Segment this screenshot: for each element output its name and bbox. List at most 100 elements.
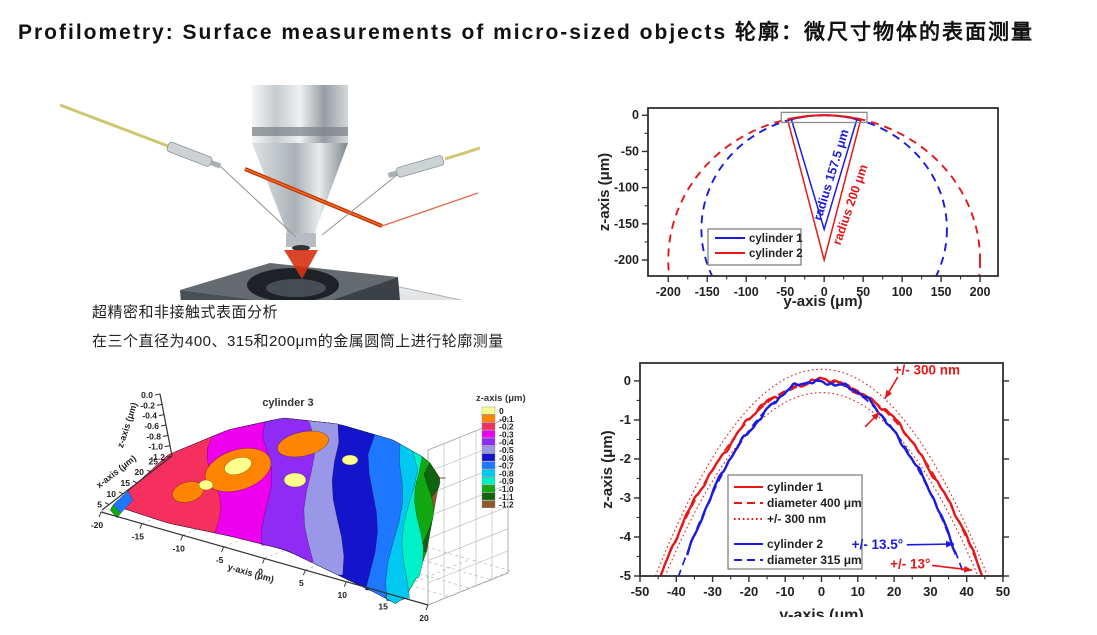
z-tick-label: 0.0 — [141, 390, 153, 400]
colorbar-swatch — [481, 484, 496, 493]
y-tick-label: 0 — [624, 373, 631, 388]
arrow-head — [871, 412, 880, 421]
x-tick-label: 50 — [996, 584, 1010, 599]
y-tick-label: -15 — [132, 532, 145, 542]
wall-grid-line — [427, 528, 509, 561]
wall-grid — [427, 417, 509, 606]
colorbar-label: -0.3 — [499, 429, 514, 439]
profile-chart: -50 -40 -30 -20 -10 0 10 20 30 40 50 0 -1 -2 -3 -4 -5 y-a… — [599, 352, 1080, 624]
y-tick-label: 0 — [258, 567, 263, 577]
x-tick-label: -50 — [776, 285, 794, 299]
contour-band — [112, 436, 222, 534]
y-tick-label: 15 — [378, 601, 388, 611]
y-tick-label: -150 — [614, 217, 639, 231]
chart-title: cylinder 3 — [262, 397, 313, 409]
colorbar-label: -0.5 — [499, 445, 514, 455]
x-tick-label: -40 — [667, 584, 686, 599]
y-tick-label: -50 — [621, 144, 639, 158]
y-tick-label: 20 — [419, 613, 429, 623]
y-tick-label: -20 — [91, 520, 104, 530]
y-tick-label: -100 — [614, 181, 639, 195]
colorbar-label: -0.6 — [499, 453, 514, 463]
laser-beam-thin — [381, 192, 479, 227]
series-cylinder-2 — [686, 378, 957, 556]
laser-beam-core — [244, 168, 383, 227]
probe-tip-right — [321, 174, 398, 236]
y-axis-title: z-axis (μm) — [596, 153, 613, 231]
y-tick — [302, 569, 306, 576]
yellow-spot — [224, 456, 252, 476]
legend-label: diameter 400 μm — [767, 496, 862, 510]
x-tick-label: -200 — [656, 285, 681, 299]
y-tick-label: 0 — [632, 108, 639, 122]
z-tick-label: -0.2 — [140, 400, 155, 410]
intro-text-line-2: 在三个直径为400、315和200μm的金属圆筒上进行轮廓测量 — [92, 333, 504, 350]
colorbar-label: -1.0 — [499, 484, 514, 494]
y-tick — [221, 546, 225, 553]
fit-circle — [700, 114, 948, 276]
y-tick — [384, 593, 388, 599]
z-tick — [162, 434, 169, 437]
colorbar-swatch — [481, 414, 496, 423]
colorbar-label: -1.1 — [499, 492, 514, 502]
fit-circle — [667, 114, 981, 276]
z-tick-label: -0.4 — [142, 411, 157, 421]
colorbar-swatch — [481, 469, 496, 477]
z-tick — [160, 424, 167, 427]
objective-cone — [252, 143, 348, 235]
plot-area — [667, 114, 981, 276]
z-tick-label: -1.2 — [150, 452, 165, 462]
x-tick-label: 40 — [959, 584, 973, 599]
x-tick-label: 200 — [970, 285, 991, 299]
z-tick — [164, 445, 171, 448]
surface-3d-chart-svg: 0.0-0.2-0.4-0.6-0.8-1.0-1.2z-axis (μm)25… — [91, 390, 526, 623]
annotation-text: +/- 13.5° — [852, 537, 904, 552]
x-tick — [104, 502, 110, 506]
legend-label: diameter 315 μm — [767, 553, 862, 567]
z-tick-label: -0.6 — [144, 421, 159, 431]
colorbar-swatch — [481, 437, 496, 446]
arrow-head — [885, 389, 893, 399]
probe-tip-left — [219, 165, 297, 238]
colorbar: z-axis (μm) 0-0.1-0.2-0.3-0.4-0.5-0.6-0.7… — [476, 393, 526, 510]
y-axis-title: z-axis (μm) — [600, 430, 616, 508]
annotation-text: +/- 300 nm — [894, 362, 960, 377]
x-tick-label: 20 — [887, 584, 901, 599]
radius-wedge — [786, 119, 862, 264]
objective-tip — [286, 233, 316, 247]
x-tick-label: -10 — [776, 584, 795, 599]
x-tick-label: -50 — [631, 584, 650, 599]
y-tick — [425, 604, 429, 611]
x-axis-title: y-axis (μm) — [779, 607, 863, 617]
z-tick — [158, 414, 165, 417]
x-tick-label: 10 — [107, 489, 117, 499]
z-axis-title: z-axis (μm) — [115, 401, 139, 449]
colorbar-label: -1.2 — [499, 500, 514, 510]
x-tick-label: -30 — [703, 584, 722, 599]
y-tick-label: -5 — [619, 568, 631, 583]
yellow-spot — [283, 472, 307, 488]
x-tick — [160, 458, 166, 462]
colorbar-label: 0 — [499, 406, 504, 416]
colorbar-swatch — [481, 453, 496, 462]
y-tick — [343, 581, 347, 587]
y-tick — [180, 535, 184, 541]
series--300-nm-upper — [654, 368, 989, 576]
x-tick-label: 150 — [931, 285, 952, 299]
y-tick — [98, 511, 102, 518]
x-tick-label: 25 — [149, 456, 159, 466]
x-axis-title: y-axis (μm) — [783, 293, 862, 310]
wall-grid-line — [427, 550, 509, 584]
tail-speck — [112, 490, 134, 514]
y-axis-title: y-axis (μm) — [227, 562, 275, 585]
x-tick-label: 5 — [97, 500, 102, 510]
cross-section-chart: radius 157.5 μm radius 200 μm -200 -150 -100… — [595, 92, 1020, 322]
fiber-left — [59, 103, 169, 148]
y-tick-label: -2 — [619, 451, 631, 466]
intro-text-line-1: 超精密和非接触式表面分析 — [92, 304, 279, 321]
colorbar-swatch — [481, 406, 496, 415]
ferrule-left — [166, 141, 222, 169]
arrow-head — [945, 540, 954, 548]
